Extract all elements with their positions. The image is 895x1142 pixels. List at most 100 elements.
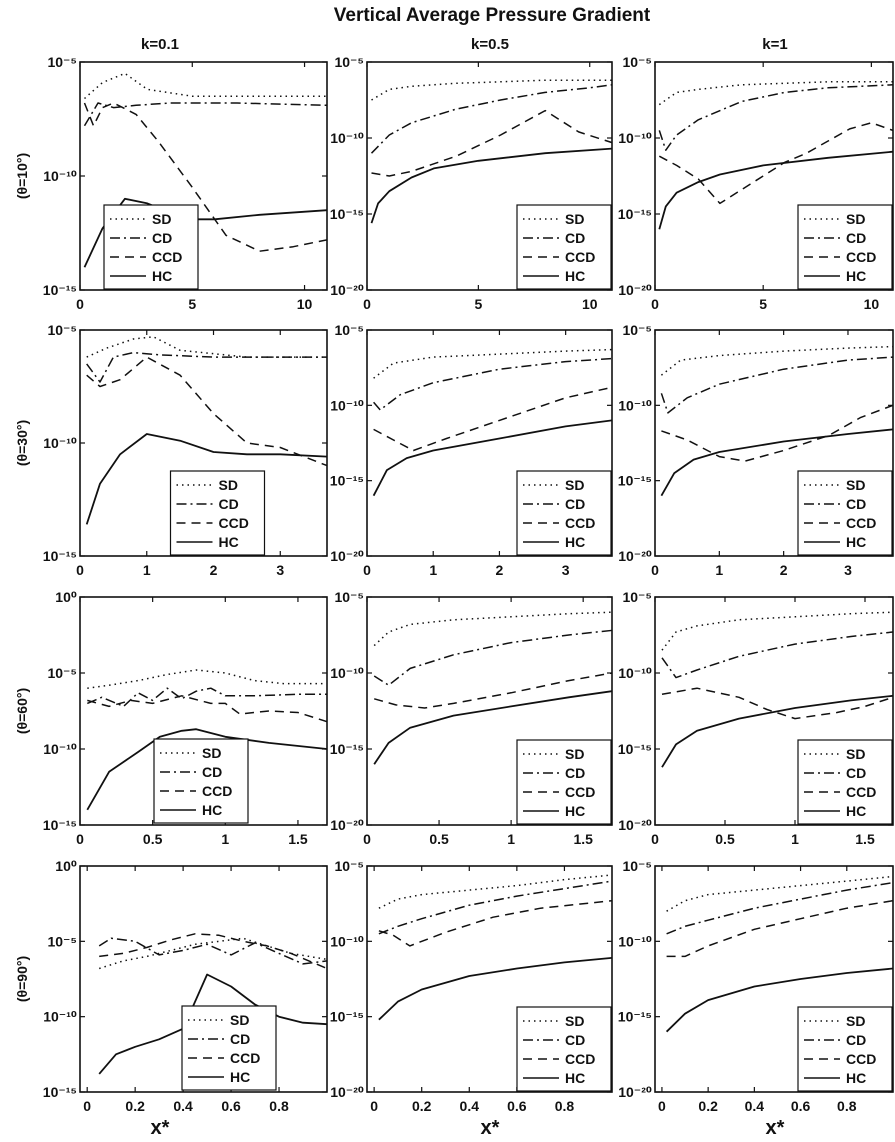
series-line-ccd: [373, 672, 612, 709]
series-line-ccd: [99, 933, 327, 970]
subplot: 0 5 10 10⁻²⁰ 10⁻¹⁵ 10⁻¹⁰ 10⁻⁵ SD CD CCD HC: [618, 54, 894, 312]
legend-label: HC: [846, 534, 866, 550]
row-label: (θ=90°): [14, 956, 30, 1002]
x-tick-label: 1.5: [573, 831, 593, 847]
x-tick-label: 0.2: [412, 1098, 432, 1114]
y-tick-label: 10⁻²⁰: [330, 548, 364, 564]
y-tick-label: 10⁻²⁰: [330, 282, 364, 298]
series-line-sd: [371, 79, 612, 101]
legend-label: CD: [230, 1031, 250, 1047]
legend-label: SD: [152, 211, 171, 227]
legend-label: HC: [565, 534, 585, 550]
legend-box: [516, 739, 612, 825]
legend-label: CCD: [846, 249, 876, 265]
axes-frame: [366, 865, 613, 1093]
y-tick-label: 10⁻²⁰: [618, 1084, 652, 1100]
legend-label: CCD: [565, 515, 595, 531]
x-tick-label: 0.8: [555, 1098, 575, 1114]
y-tick-label: 10⁻¹⁰: [618, 665, 652, 681]
legend-label: CD: [565, 765, 585, 781]
subplot: 0 0.5 1 1.5 10⁻²⁰ 10⁻¹⁵ 10⁻¹⁰ 10⁻⁵ SD CD CCD HC: [330, 589, 613, 847]
x-tick-label: 2: [210, 562, 218, 578]
series-line-ccd: [666, 899, 893, 958]
column-titles: k=0.1 k=0.5 k=1: [141, 36, 788, 53]
legend: SD CD CCD HC: [516, 1006, 612, 1092]
series-line-sd: [373, 348, 612, 379]
x-tick-label: 10: [582, 296, 598, 312]
x-tick-label: 0: [76, 296, 84, 312]
series-line-sd: [378, 874, 612, 909]
series-line-sd: [87, 669, 327, 689]
x-tick-label: 1: [429, 562, 437, 578]
x-tick-label: 0: [83, 1098, 91, 1114]
series-line-cd: [658, 84, 893, 151]
x-tick-label: 1: [507, 831, 515, 847]
x-tick-label: 1: [715, 562, 723, 578]
axes-frame: [366, 61, 613, 291]
x-tick-label: 0: [651, 296, 659, 312]
subplot: 0 0.2 0.4 0.6 0.8 10⁻¹⁵ 10⁻¹⁰ 10⁻⁵ 10⁰ SD CD CCD HC: [43, 858, 328, 1114]
y-tick-label: 10⁻⁵: [334, 589, 364, 605]
y-tick-label: 10⁻²⁰: [330, 817, 364, 833]
legend-label: CD: [152, 230, 172, 246]
legend: SD CD CCD HC: [797, 470, 893, 556]
legend-label: CCD: [152, 249, 182, 265]
y-tick-label: 10⁻⁵: [47, 665, 77, 681]
legend: SD CD CCD HC: [181, 1005, 277, 1091]
legend-box: [797, 1006, 893, 1092]
y-tick-label: 10⁻⁵: [622, 54, 652, 70]
axes-frame: [654, 329, 894, 557]
y-tick-label: 10⁻¹⁰: [330, 397, 364, 413]
y-tick-label: 10⁻¹⁵: [43, 817, 77, 833]
subplot: 0 0.5 1 1.5 10⁻¹⁵ 10⁻¹⁰ 10⁻⁵ 10⁰ SD CD CCD HC: [43, 589, 328, 847]
axes-frame: [654, 865, 894, 1093]
x-axis-labels: x* x* x*: [151, 1117, 785, 1139]
x-tick-label: 0.5: [715, 831, 735, 847]
y-tick-label: 10⁻¹⁰: [330, 665, 364, 681]
x-tick-label: 5: [474, 296, 482, 312]
y-tick-label: 10⁻¹⁵: [330, 1009, 364, 1025]
axes-frame: [654, 596, 894, 826]
legend-label: HC: [202, 802, 222, 818]
subplot: 0 1 2 3 10⁻²⁰ 10⁻¹⁵ 10⁻¹⁰ 10⁻⁵ SD CD CCD HC: [330, 322, 613, 578]
legend-label: HC: [565, 1070, 585, 1086]
legend-label: CD: [219, 496, 239, 512]
series-line-sd: [661, 611, 893, 651]
legend: SD CD CCD HC: [103, 204, 199, 290]
legend-label: CD: [846, 230, 866, 246]
x-tick-label: 5: [759, 296, 767, 312]
x-tick-label: 0.6: [507, 1098, 527, 1114]
series-line-hc: [98, 973, 327, 1075]
column-title: k=1: [762, 36, 787, 53]
series-line-sd: [84, 72, 327, 100]
x-tick-label: 0.8: [269, 1098, 289, 1114]
series-line-sd: [660, 345, 893, 376]
subplot: 0 1 2 3 10⁻¹⁵ 10⁻¹⁰ 10⁻⁵ SD CD CCD HC: [43, 322, 328, 578]
legend-label: CD: [846, 765, 866, 781]
y-tick-label: 10⁻⁵: [622, 858, 652, 874]
legend-label: SD: [219, 477, 238, 493]
axes-frame: [366, 596, 613, 826]
x-tick-label: 0: [658, 1098, 666, 1114]
legend-label: CD: [846, 496, 866, 512]
x-tick-label: 1.5: [288, 831, 308, 847]
legend-label: SD: [565, 211, 584, 227]
legend-label: SD: [565, 477, 584, 493]
legend-label: HC: [846, 803, 866, 819]
legend-label: SD: [846, 211, 865, 227]
y-tick-label: 10⁻²⁰: [618, 548, 652, 564]
series-line-sd: [658, 81, 893, 106]
axes-frame: [79, 865, 328, 1093]
legend-label: HC: [846, 1070, 866, 1086]
x-tick-label: 0: [363, 562, 371, 578]
series-line-hc: [661, 694, 893, 768]
series-line-ccd: [373, 386, 612, 452]
series-line-cd: [370, 84, 612, 154]
legend: SD CD CCD HC: [516, 204, 612, 290]
legend-label: CCD: [202, 783, 232, 799]
subplot: 0 0.5 1 1.5 10⁻²⁰ 10⁻¹⁵ 10⁻¹⁰ 10⁻⁵ SD CD CCD HC: [618, 589, 894, 847]
x-tick-label: 0.4: [460, 1098, 480, 1114]
legend-label: CD: [565, 496, 585, 512]
